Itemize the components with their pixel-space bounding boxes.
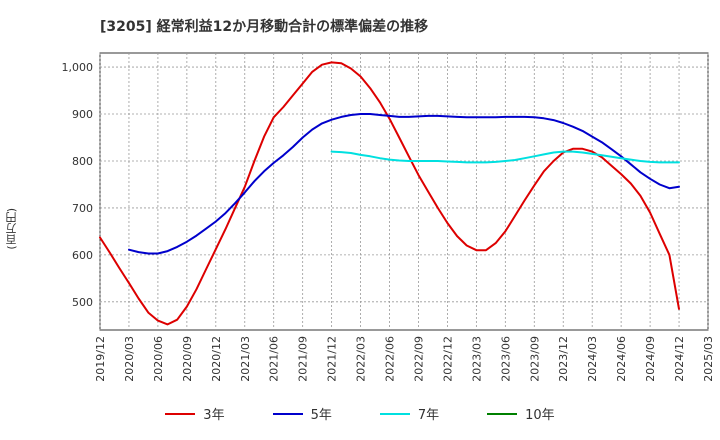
x-tick-label: 2024/12	[673, 336, 686, 382]
x-tick-label: 2020/12	[210, 336, 223, 382]
legend-item-1: 3年	[165, 404, 225, 423]
x-tick-label: 2025/03	[702, 336, 715, 382]
x-tick-label: 2022/09	[412, 336, 425, 382]
x-tick-label: 2020/03	[123, 336, 136, 382]
x-tick-label: 2022/03	[355, 336, 368, 382]
plot-area	[99, 52, 709, 331]
y-tick-label: 700	[72, 202, 93, 215]
legend-label: 3年	[203, 408, 225, 423]
x-tick-label: 2020/09	[181, 336, 194, 382]
x-tick-label: 2021/09	[297, 336, 310, 382]
y-tick-label: 1,000	[62, 61, 94, 74]
legend-swatch	[379, 412, 410, 415]
chart-title: [3205] 経常利益12か月移動合計の標準偏差の推移	[100, 19, 429, 35]
x-tick-label: 2020/06	[152, 336, 165, 382]
x-tick-label: 2022/12	[441, 336, 454, 382]
series-line-2	[128, 113, 680, 255]
x-tick-label: 2024/09	[644, 336, 657, 382]
legend-label: 7年	[417, 408, 440, 423]
x-tick-label: 2023/03	[470, 336, 483, 382]
y-tick-label: 600	[72, 249, 93, 262]
legend-item-2: 5年	[272, 404, 332, 423]
x-tick-label: 2024/03	[586, 336, 599, 382]
x-tick-label: 2022/06	[384, 336, 397, 382]
legend-swatch	[272, 412, 303, 415]
legend-item-4: 10年	[487, 404, 555, 423]
y-tick-label: 900	[72, 108, 93, 121]
x-tick-label: 2019/12	[94, 336, 107, 382]
legend-swatch	[165, 412, 196, 415]
x-tick-label: 2021/03	[239, 336, 252, 382]
y-tick-label: 500	[72, 296, 93, 309]
series-line-1	[99, 61, 680, 326]
x-tick-label: 2024/06	[615, 336, 628, 382]
legend: 3年 5年 7年 10年	[0, 404, 720, 423]
x-tick-label: 2023/06	[499, 336, 512, 382]
series-line-3	[330, 150, 680, 164]
x-tick-label: 2023/09	[528, 336, 541, 382]
legend-label: 5年	[310, 408, 332, 423]
x-tick-label: 2021/06	[268, 336, 281, 382]
legend-item-3: 7年	[379, 404, 440, 423]
x-tick-label: 2021/12	[326, 336, 339, 382]
x-tick-label: 2023/12	[557, 336, 570, 382]
legend-swatch	[487, 412, 518, 415]
y-tick-label: 800	[72, 155, 93, 168]
legend-label: 10年	[525, 408, 555, 423]
